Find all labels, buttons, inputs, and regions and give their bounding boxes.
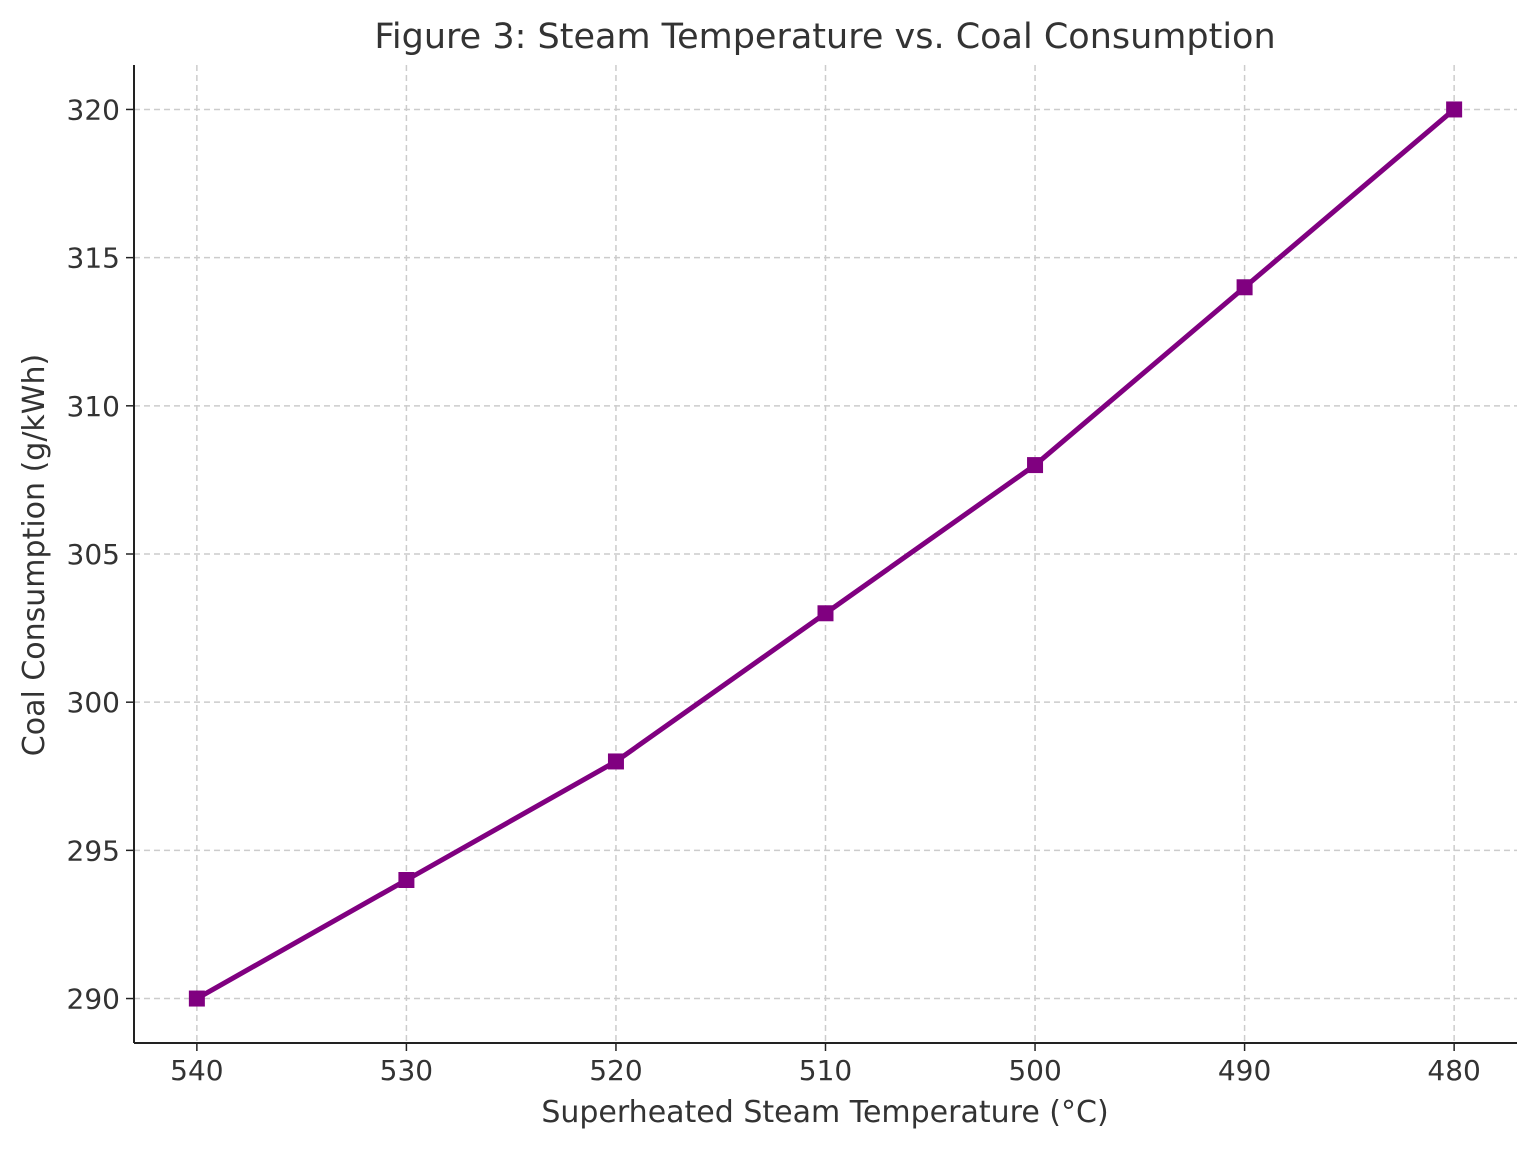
y-tick-label: 310 [67,390,120,423]
chart-title: Figure 3: Steam Temperature vs. Coal Con… [374,17,1275,57]
x-tick-label: 540 [170,1054,223,1087]
y-axis-label: Coal Consumption (g/kWh) [17,354,52,756]
data-point-marker [1236,279,1253,296]
data-point-marker [607,753,624,770]
series [188,101,1463,1007]
x-axis-label: Superheated Steam Temperature (°C) [541,1095,1108,1130]
x-tick-label: 500 [1008,1054,1061,1087]
x-tick-label: 510 [799,1054,852,1087]
data-point-marker [398,872,415,888]
grid [134,65,1517,1043]
data-point-marker [1446,101,1463,118]
data-point-marker [1027,457,1044,474]
x-tick-label: 530 [380,1054,433,1087]
x-tick-label: 490 [1218,1054,1271,1087]
y-tick-label: 315 [67,242,120,275]
y-tick-label: 320 [67,93,120,126]
y-tick-label: 305 [67,538,120,571]
ticks: 540 530 520 510 500 490 480 290 295 300 305 310 315 3… [67,93,1481,1087]
data-point-marker [188,990,205,1007]
x-tick-label: 480 [1427,1054,1480,1087]
y-tick-label: 300 [67,686,120,719]
y-tick-label: 290 [67,983,120,1016]
data-point-marker [817,605,834,622]
y-tick-label: 295 [67,834,120,867]
x-tick-label: 520 [589,1054,642,1087]
